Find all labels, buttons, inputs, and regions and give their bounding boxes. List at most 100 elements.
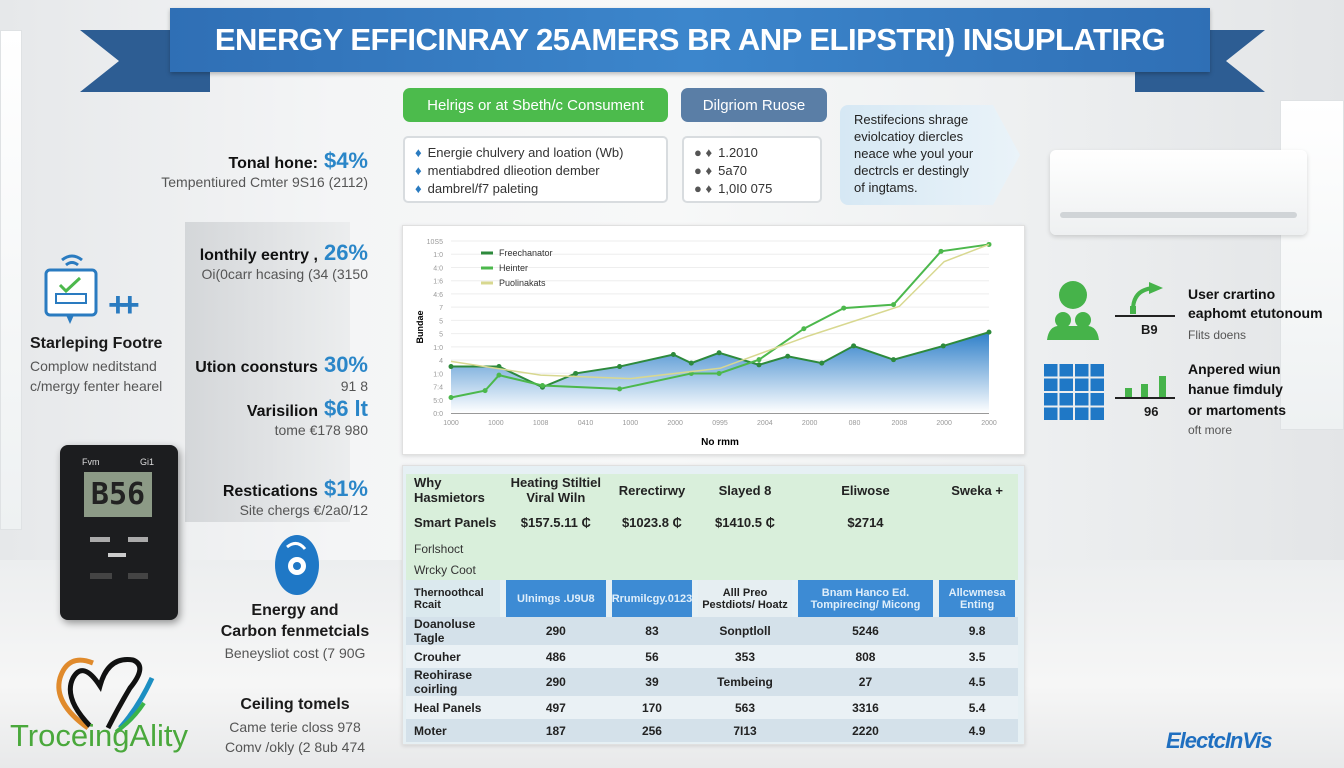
x-tick-label: 0410 xyxy=(578,420,594,427)
data-point xyxy=(819,360,825,366)
table-cell xyxy=(936,538,1018,559)
solar-panel-icon xyxy=(1044,364,1104,420)
table-cell: 486 xyxy=(502,645,609,668)
stat-consumption: Ution coonsturs 30% 91 8 xyxy=(195,352,368,394)
x-tick-label: 1000 xyxy=(623,420,639,427)
data-table: Why Hasmietors Heating Stiltiel Viral Wil… xyxy=(406,474,1021,742)
table-row: Wrcky Coot xyxy=(406,559,1018,580)
table-cell xyxy=(502,559,609,580)
x-tick-label: 0995 xyxy=(712,420,728,427)
ceiling-line: Comv /okly (2 8ub 474 xyxy=(224,739,366,755)
table-cell: Rerectirwy xyxy=(608,474,696,506)
x-tick-label: 1008 xyxy=(533,420,549,427)
table-cell: Allcwmesa Enting xyxy=(936,580,1021,617)
data-point xyxy=(496,364,502,370)
list-item: ● ♦ 1.2010 xyxy=(694,144,810,162)
stat-value: 26% xyxy=(323,240,368,265)
table-cell: Ulnimgs .U9U8 xyxy=(502,580,612,617)
table-cell: 563 xyxy=(695,696,795,719)
solar-cell xyxy=(1090,378,1104,391)
data-point xyxy=(756,357,762,363)
table-cell: 5246 xyxy=(794,617,937,645)
table-cell xyxy=(608,559,696,580)
table-cell: 39 xyxy=(608,668,696,696)
stat-sub: Site chergs €/2a0/12 xyxy=(239,502,368,518)
table-cell: $157.5.11 ₵ xyxy=(502,506,609,538)
thermostat-label: Gi1 xyxy=(140,457,155,467)
table-cell: Smart Panels xyxy=(406,506,503,538)
thermostat-button[interactable] xyxy=(90,573,112,579)
callout-line: dectrcls er destingly xyxy=(854,163,969,178)
data-point xyxy=(617,386,623,392)
thermostat-button[interactable] xyxy=(128,537,148,542)
door-panel xyxy=(185,222,350,522)
carbon-title-line: Energy and xyxy=(251,602,339,619)
stat-value: $6 lt xyxy=(323,396,368,421)
list-item: ♦ mentiabdred dlieotion dember xyxy=(415,162,656,180)
y-tick-label: 4:6 xyxy=(433,292,443,299)
solar-cell xyxy=(1090,364,1104,377)
table-row: Smart Panels $157.5.11 ₵ $1023.8 ₵ $1410.5 … xyxy=(406,506,1018,538)
thermostat-button[interactable] xyxy=(108,553,126,557)
bullet-icon: ● ♦ xyxy=(694,163,713,178)
data-point xyxy=(841,305,847,311)
diagram-pill[interactable]: Dilgriom Ruose xyxy=(681,88,827,122)
list-item-text: dambrel/f7 paleting xyxy=(427,181,539,196)
table-cell: Sweka + xyxy=(936,474,1018,506)
list-item-text: 1.2010 xyxy=(718,145,758,160)
legend-label: Heinter xyxy=(499,263,528,273)
table-cell xyxy=(936,506,1018,538)
carbon-title-line: Carbon fenmetcials xyxy=(220,623,370,640)
stat-label: Ution coonsturs xyxy=(195,359,318,376)
table-cell: 290 xyxy=(502,617,609,645)
feature-title: Starleping Footre xyxy=(30,335,163,352)
table-cell: $1023.8 ₵ xyxy=(608,506,696,538)
y-tick-label: 4:0 xyxy=(433,265,443,272)
table-cell: Wrcky Coot xyxy=(406,559,503,580)
data-point xyxy=(986,329,992,335)
table-cell: $1410.5 ₵ xyxy=(695,506,795,538)
stat-label: Restications xyxy=(222,483,318,500)
stat-monthly-energy: lonthily eentry , 26% Oi(0carr hcasing (34… xyxy=(200,240,368,282)
data-point xyxy=(891,357,897,363)
thermostat-button[interactable] xyxy=(128,573,148,579)
solar-cell xyxy=(1044,407,1058,420)
table-cell: 2220 xyxy=(794,719,937,742)
stat-variation: Varisilion $6 lt tome €178 980 xyxy=(247,396,368,438)
table-cell: 5.4 xyxy=(936,696,1018,719)
table-row: Why Hasmietors Heating Stiltiel Viral Wil… xyxy=(406,474,1018,506)
thermostat-button[interactable] xyxy=(90,537,110,542)
air-conditioner-image xyxy=(1050,150,1307,235)
table-cell: 3316 xyxy=(794,696,937,719)
table-cell: 256 xyxy=(608,719,696,742)
bullet-icon: ♦ xyxy=(415,181,422,196)
list-item-text: Energie chulvery and loation (Wb) xyxy=(427,145,624,160)
consumption-pill[interactable]: Helrigs or at Sbeth/c Consument xyxy=(403,88,668,122)
data-point xyxy=(801,326,807,332)
window-left xyxy=(0,30,22,530)
brand-right-logo: ElectcInVis xyxy=(1166,728,1273,753)
table-cell: 4.5 xyxy=(936,668,1018,696)
carbon-title: Energy and Carbon fenmetcials xyxy=(195,600,395,642)
feature-line: c/mergy fenter hearel xyxy=(30,378,163,394)
user-line: User crartino xyxy=(1188,286,1276,302)
solar-cell xyxy=(1090,407,1104,420)
data-point xyxy=(482,388,488,394)
table-cell: Eliwose xyxy=(794,474,937,506)
x-tick-label: 2000 xyxy=(981,420,997,427)
table-cell xyxy=(794,538,937,559)
bullet-icon: ♦ xyxy=(415,145,422,160)
x-tick-label: 1000 xyxy=(488,420,504,427)
y-axis-label: Bundae xyxy=(415,310,425,343)
data-point xyxy=(940,343,946,349)
data-point xyxy=(448,364,454,370)
list-item: ● ♦ 1,0I0 075 xyxy=(694,180,810,198)
table-cell: Reohirase coirling xyxy=(406,668,503,696)
y-tick-label: 5:0 xyxy=(433,398,443,405)
list-item: ● ♦ 5a70 xyxy=(694,162,810,180)
solar-line: Anpered wiun xyxy=(1188,361,1281,377)
list-item-text: mentiabdred dlieotion dember xyxy=(427,163,600,178)
table-cell: 9.8 xyxy=(936,617,1018,645)
table-cell: 187 xyxy=(502,719,609,742)
list-item: ♦ Energie chulvery and loation (Wb) xyxy=(415,144,656,162)
